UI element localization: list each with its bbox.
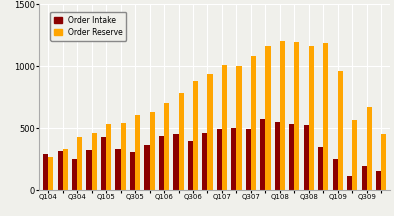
Bar: [77, 137, 82, 190]
Bar: [280, 41, 285, 190]
Bar: [178, 93, 184, 190]
Bar: [222, 65, 227, 190]
Bar: [193, 81, 198, 190]
Bar: [58, 151, 63, 190]
Bar: [352, 120, 357, 190]
Bar: [208, 74, 212, 190]
Bar: [236, 66, 242, 190]
Bar: [348, 176, 352, 190]
Bar: [43, 154, 48, 190]
Bar: [173, 134, 178, 190]
Legend: Order Intake, Order Reserve: Order Intake, Order Reserve: [50, 12, 126, 41]
Bar: [115, 149, 121, 190]
Bar: [362, 166, 367, 190]
Bar: [145, 146, 150, 190]
Bar: [304, 125, 309, 190]
Bar: [231, 127, 236, 190]
Bar: [275, 122, 280, 190]
Bar: [87, 150, 91, 190]
Bar: [323, 43, 329, 190]
Bar: [266, 46, 271, 190]
Bar: [376, 171, 381, 190]
Bar: [246, 129, 251, 190]
Bar: [381, 134, 387, 190]
Bar: [135, 114, 140, 190]
Bar: [338, 71, 343, 190]
Bar: [289, 124, 294, 190]
Bar: [188, 141, 193, 190]
Bar: [101, 137, 106, 190]
Bar: [121, 123, 126, 190]
Bar: [48, 157, 53, 190]
Bar: [91, 133, 97, 190]
Bar: [150, 112, 154, 190]
Bar: [72, 159, 77, 190]
Bar: [309, 46, 314, 190]
Bar: [63, 149, 68, 190]
Bar: [367, 107, 372, 190]
Bar: [159, 136, 164, 190]
Bar: [260, 119, 266, 190]
Bar: [294, 42, 299, 190]
Bar: [164, 103, 169, 190]
Bar: [130, 152, 135, 190]
Bar: [106, 124, 111, 190]
Bar: [318, 147, 323, 190]
Bar: [333, 159, 338, 190]
Bar: [251, 56, 256, 190]
Bar: [217, 129, 222, 190]
Bar: [203, 133, 208, 190]
